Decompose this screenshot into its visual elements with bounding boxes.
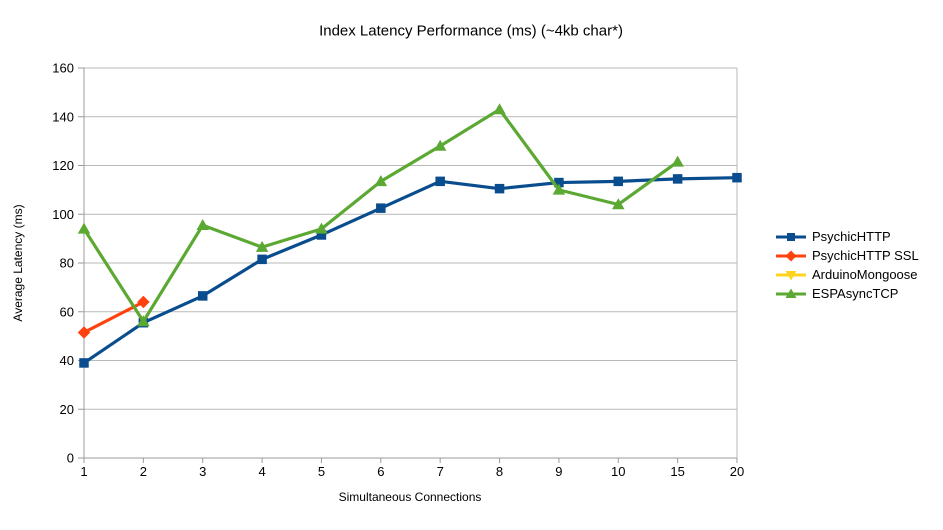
marker-espasynctcp <box>433 139 447 151</box>
y-tick-label: 40 <box>60 353 74 368</box>
legend-item-arduinomongoose: ArduinoMongoose <box>775 265 919 284</box>
marker-psychichttp <box>613 176 624 187</box>
x-tick-label: 9 <box>555 464 562 479</box>
legend-item-psychichttp-ssl: PsychicHTTP SSL <box>775 246 919 265</box>
x-axis-title: Simultaneous Connections <box>338 490 482 504</box>
y-tick-label: 20 <box>60 402 74 417</box>
y-tick-label: 140 <box>52 109 74 124</box>
legend-item-psychichttp: PsychicHTTP <box>775 227 919 246</box>
series-line-psychichttp <box>83 176 738 365</box>
marker-espasynctcp <box>315 222 328 234</box>
marker-espasynctcp <box>77 222 91 234</box>
x-tick-label: 20 <box>730 464 744 479</box>
x-tick-label: 7 <box>437 464 444 479</box>
y-tick-label: 0 <box>67 451 74 466</box>
x-tick-label: 6 <box>377 464 384 479</box>
y-tick-label: 160 <box>52 61 74 76</box>
legend-label: PsychicHTTP SSL <box>812 248 919 263</box>
y-tick-label: 80 <box>60 256 74 271</box>
marker-psychichttp <box>376 203 386 213</box>
marker-psychichttp-ssl <box>77 326 91 339</box>
marker-espasynctcp <box>612 198 625 210</box>
marker-espasynctcp <box>493 103 506 115</box>
y-tick-label: 60 <box>60 304 74 319</box>
marker-psychichttp <box>197 291 208 301</box>
marker-psychichttp <box>732 172 742 183</box>
marker-espasynctcp <box>552 183 566 195</box>
x-tick-label: 1 <box>80 464 87 479</box>
y-tick-label: 120 <box>52 158 74 173</box>
x-tick-label: 5 <box>318 464 325 479</box>
marker-psychichttp <box>79 358 89 368</box>
chart-title: Index Latency Performance (ms) (~4kb cha… <box>319 22 623 40</box>
legend: PsychicHTTP PsychicHTTP SSL ArduinoMongoos… <box>775 227 919 303</box>
x-tick-label: 2 <box>140 464 147 479</box>
x-tick-label: 10 <box>611 464 625 479</box>
marker-espasynctcp <box>671 155 684 167</box>
marker-psychichttp <box>672 174 683 184</box>
x-tick-label: 4 <box>258 464 265 479</box>
x-tick-label: 8 <box>496 464 503 479</box>
marker-espasynctcp <box>255 240 269 252</box>
legend-key-diamond-icon <box>776 250 806 261</box>
marker-psychichttp <box>435 176 445 187</box>
x-tick-label: 15 <box>670 464 684 479</box>
marker-espasynctcp <box>137 315 150 327</box>
marker-psychichttp <box>257 254 267 265</box>
marker-espasynctcp <box>196 218 209 230</box>
legend-label: PsychicHTTP <box>812 229 891 244</box>
marker-psychichttp-ssl <box>137 295 150 309</box>
marker-espasynctcp <box>374 175 388 187</box>
marker-psychichttp <box>494 183 505 194</box>
legend-label: ArduinoMongoose <box>812 267 918 282</box>
x-tick-label: 3 <box>199 464 206 479</box>
legend-label: ESPAsyncTCP <box>812 286 899 301</box>
legend-key-square-icon <box>776 232 806 241</box>
legend-item-espasynctcp: ESPAsyncTCP <box>775 284 919 303</box>
series-line-espasynctcp <box>82 107 679 324</box>
legend-key-triangle-down-icon <box>776 270 806 280</box>
y-tick-label: 100 <box>52 207 74 222</box>
legend-key-triangle-up-icon <box>776 288 806 298</box>
